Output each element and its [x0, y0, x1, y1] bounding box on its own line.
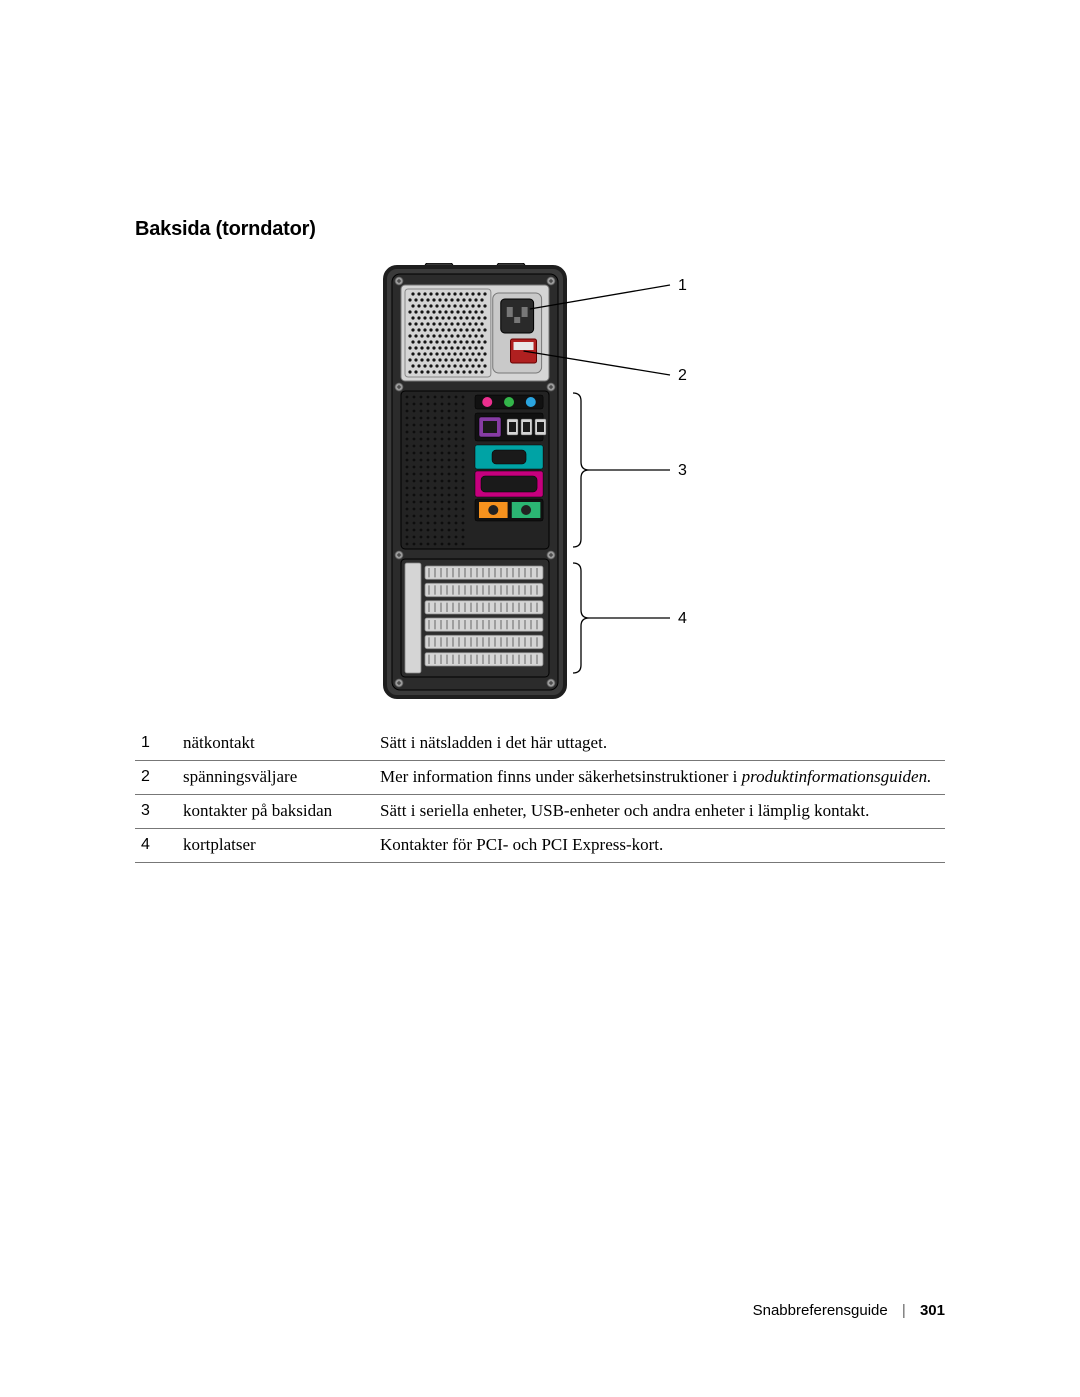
- row-term: nätkontakt: [177, 727, 374, 760]
- page: Baksida (torndator) 1234 1nätkontaktSätt…: [0, 0, 1080, 1397]
- row-desc-em: produktinformationsguiden.: [742, 767, 932, 786]
- svg-text:4: 4: [678, 610, 687, 627]
- table-row: 2spänningsväljare Mer information finns u…: [135, 760, 945, 794]
- page-footer: Snabbreferensguide | 301: [753, 1302, 945, 1319]
- svg-text:2: 2: [678, 367, 687, 384]
- row-description: Kontakter för PCI- och PCI Express-kort.: [374, 828, 945, 862]
- table-row: 3kontakter på baksidan Sätt i seriella en…: [135, 794, 945, 828]
- footer-separator: |: [892, 1302, 916, 1319]
- callout-table: 1nätkontakt Sätt i nätsladden i det här u…: [135, 727, 945, 863]
- row-description: Sätt i nätsladden i det här uttaget.: [374, 727, 945, 760]
- row-number: 3: [135, 794, 177, 828]
- row-term: spänningsväljare: [177, 760, 374, 794]
- row-number: 2: [135, 760, 177, 794]
- footer-page-number: 301: [920, 1302, 945, 1319]
- row-desc-text: Sätt i seriella enheter, USB-enheter och…: [380, 801, 869, 820]
- table-row: 4kortplatser Kontakter för PCI- och PCI E…: [135, 828, 945, 862]
- row-desc-text: Kontakter för PCI- och PCI Express-kort.: [380, 835, 663, 854]
- row-term: kontakter på baksidan: [177, 794, 374, 828]
- row-number: 4: [135, 828, 177, 862]
- row-desc-text: Sätt i nätsladden i det här uttaget.: [380, 733, 607, 752]
- figure-container: 1 2 3 4: [135, 263, 945, 703]
- table-row: 1nätkontakt Sätt i nätsladden i det här u…: [135, 727, 945, 760]
- row-number: 1: [135, 727, 177, 760]
- section-heading: Baksida (torndator): [135, 218, 945, 241]
- row-desc-text: Mer information finns under säkerhetsins…: [380, 767, 742, 786]
- tower-back-diagram: 1 2 3 4: [325, 263, 755, 703]
- svg-text:3: 3: [678, 462, 687, 479]
- row-term: kortplatser: [177, 828, 374, 862]
- svg-text:1: 1: [678, 277, 687, 294]
- row-description: Mer information finns under säkerhetsins…: [374, 760, 945, 794]
- footer-guide-label: Snabbreferensguide: [753, 1302, 888, 1319]
- row-description: Sätt i seriella enheter, USB-enheter och…: [374, 794, 945, 828]
